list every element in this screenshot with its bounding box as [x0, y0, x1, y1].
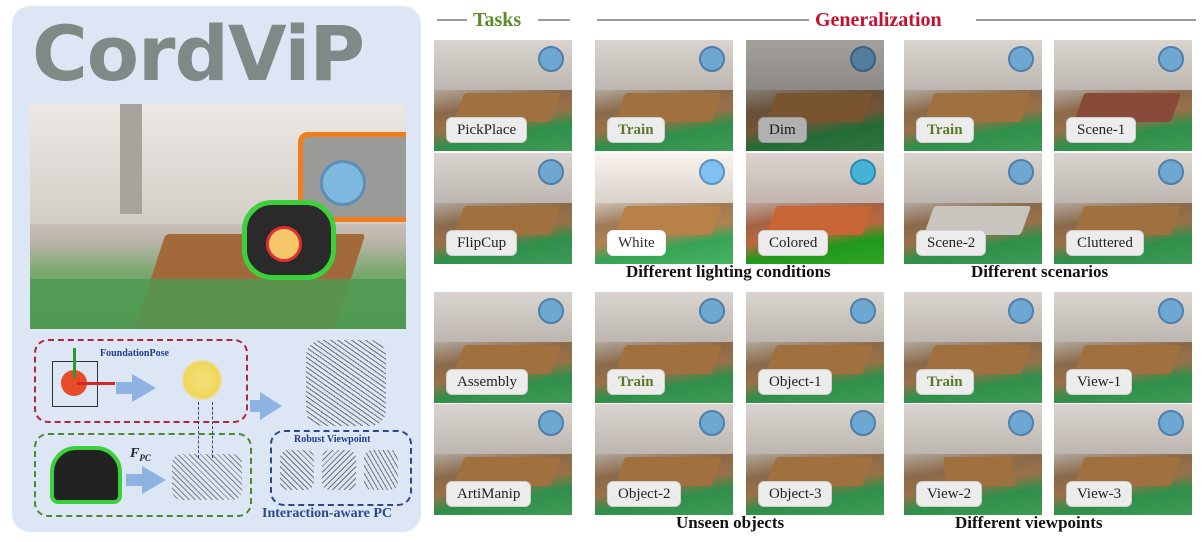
robot-joint-icon: [1158, 46, 1184, 72]
robot-joint-icon: [1158, 410, 1184, 436]
arrow-right-icon: [132, 374, 156, 402]
robot-joint-icon: [538, 298, 564, 324]
tile-label: Train: [607, 369, 665, 395]
tile-cluttered: Cluttered: [1054, 153, 1192, 264]
merged-pointcloud: [306, 340, 386, 426]
tile-label: Object-3: [758, 481, 833, 507]
tasks-header: Tasks: [473, 9, 522, 31]
tile-lighting-train: Train: [595, 40, 733, 151]
tile-flipcup: FlipCup: [434, 153, 572, 264]
tile-label: White: [607, 230, 666, 256]
tile-label: Assembly: [446, 369, 528, 395]
robot-joint-icon: [850, 159, 876, 185]
tile-label: Object-1: [758, 369, 833, 395]
robot-joint-icon: [538, 46, 564, 72]
arrow-right-icon: [260, 392, 282, 420]
tile-label: Scene-1: [1066, 117, 1137, 143]
foundationpose-box: [34, 339, 248, 423]
tile-view-3: View-3: [1054, 404, 1192, 515]
heart-object: [266, 226, 302, 262]
tile-label: Train: [916, 117, 974, 143]
caption-lighting: Different lighting conditions: [626, 262, 831, 281]
tile-label: FlipCup: [446, 230, 518, 256]
caption-viewpoints: Different viewpoints: [955, 513, 1103, 532]
hand-pointcloud: [172, 454, 242, 500]
tile-object-train: Train: [595, 292, 733, 403]
robot-joint-icon: [699, 410, 725, 436]
caption-objects: Unseen objects: [676, 513, 785, 532]
tile-scenario-train: Train: [904, 40, 1042, 151]
tile-view-2: View-2: [904, 404, 1042, 515]
generalization-header: Generalization: [815, 9, 942, 31]
robot-joint-icon: [1008, 159, 1034, 185]
arrow-right-icon: [142, 466, 166, 494]
fpc-main: F: [130, 446, 140, 461]
robot-joint-icon: [699, 46, 725, 72]
tile-label: View-3: [1066, 481, 1133, 507]
tile-assembly: Assembly: [434, 292, 572, 403]
tile-label: Object-2: [607, 481, 682, 507]
tile-object-3: Object-3: [746, 404, 884, 515]
fpc-sub: PC: [139, 452, 151, 463]
robot-joint-icon: [699, 298, 725, 324]
robust-viewpoint-label: Robust Viewpoint: [294, 434, 371, 445]
tile-scene-1: Scene-1: [1054, 40, 1192, 151]
tile-dim: Dim: [746, 40, 884, 151]
tile-label: View-2: [916, 481, 983, 507]
robot-joint-icon: [1158, 298, 1184, 324]
interaction-aware-label: Interaction-aware PC: [262, 506, 392, 521]
tile-label: Scene-2: [916, 230, 987, 256]
tile-viewpoint-train: Train: [904, 292, 1042, 403]
tile-label: Cluttered: [1066, 230, 1144, 256]
hero-robot-image: [30, 104, 406, 329]
robot-joint-icon: [850, 298, 876, 324]
pose-cube-icon: [52, 348, 115, 407]
tile-object-2: Object-2: [595, 404, 733, 515]
tile-label: PickPlace: [446, 117, 528, 143]
tile-white: White: [595, 153, 733, 264]
tile-pickplace: PickPlace: [434, 40, 572, 151]
robot-joint-icon: [699, 159, 725, 185]
tile-label: ArtiManip: [446, 481, 532, 507]
tile-label: Train: [916, 369, 974, 395]
tile-label: Train: [607, 117, 665, 143]
robot-joint-icon: [538, 159, 564, 185]
overview-panel: CordViP FoundationPose FPC Robust Viewpo…: [12, 6, 421, 532]
robot-joint-icon: [1008, 298, 1034, 324]
tile-label: Dim: [758, 117, 807, 143]
robot-joint-icon: [850, 410, 876, 436]
tile-view-1: View-1: [1054, 292, 1192, 403]
robot-joint-icon: [1008, 410, 1034, 436]
object-pointcloud: [182, 358, 222, 402]
robot-joint-icon: [850, 46, 876, 72]
fpc-label: FPC: [130, 446, 151, 463]
hand-pointcloud-box: [34, 433, 252, 517]
robot-joint-icon: [538, 410, 564, 436]
tile-artimanip: ArtiManip: [434, 404, 572, 515]
caption-scenarios: Different scenarios: [971, 262, 1109, 281]
hand-image: [50, 446, 122, 504]
tile-scene-2: Scene-2: [904, 153, 1042, 264]
foundationpose-label: FoundationPose: [100, 348, 169, 359]
tile-label: View-1: [1066, 369, 1133, 395]
tile-object-1: Object-1: [746, 292, 884, 403]
robot-joint: [320, 160, 366, 206]
robot-joint-icon: [1158, 159, 1184, 185]
cordvip-logo: CordViP: [32, 9, 365, 98]
tile-colored: Colored: [746, 153, 884, 264]
tile-label: Colored: [758, 230, 829, 256]
robot-joint-icon: [1008, 46, 1034, 72]
robust-viewpoint-box: [270, 430, 412, 506]
